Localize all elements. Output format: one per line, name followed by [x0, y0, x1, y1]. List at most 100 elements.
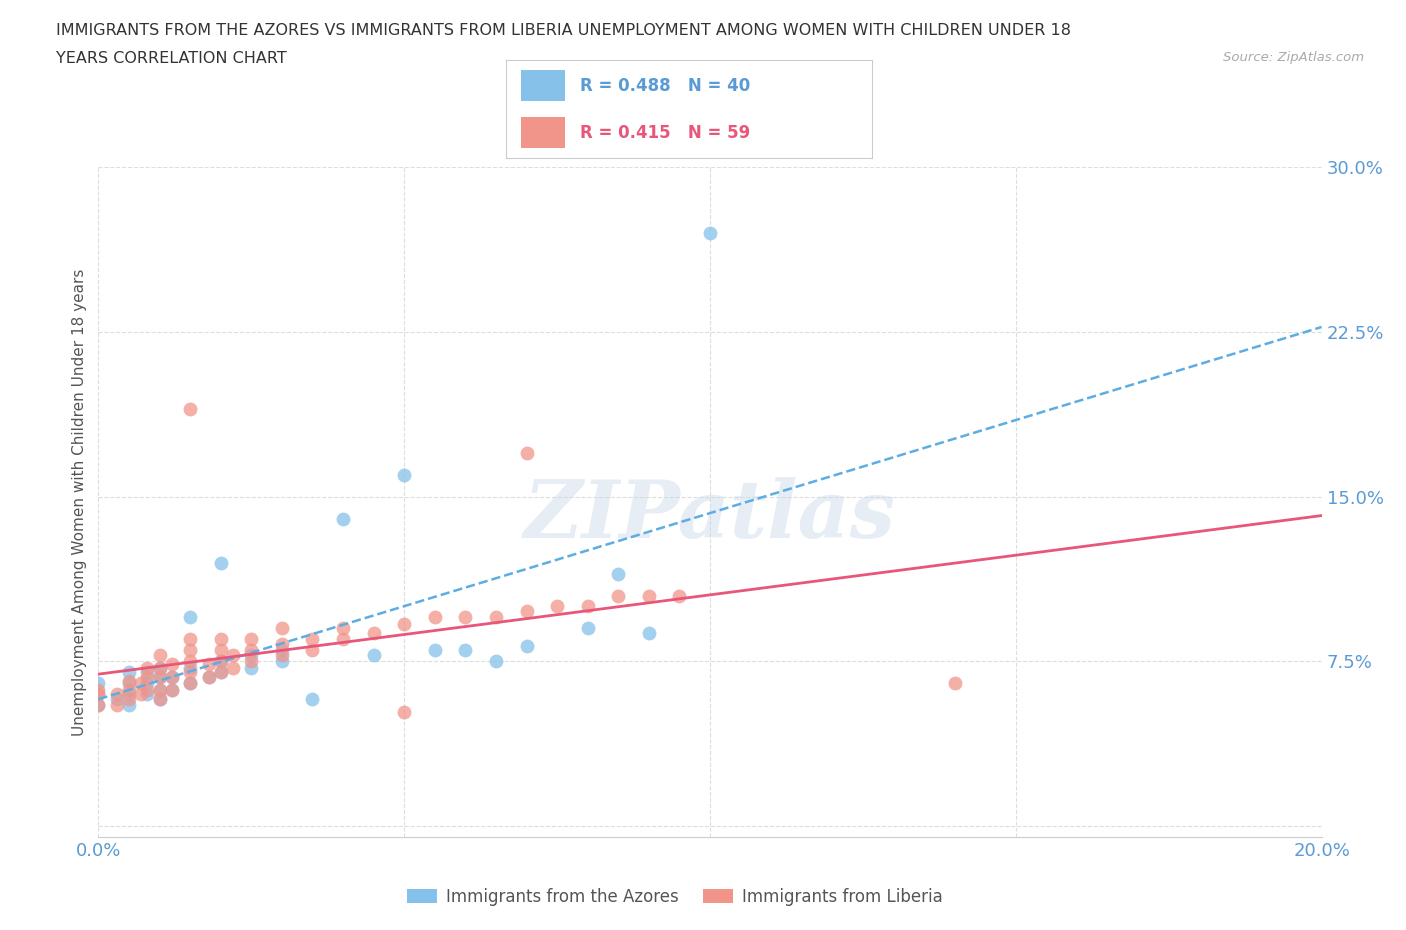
Point — [129, 687, 152, 702]
Point — [118, 676, 141, 691]
Bar — [520, 71, 565, 101]
Point — [136, 687, 159, 702]
Point — [87, 687, 110, 702]
Bar — [520, 117, 565, 149]
Point — [149, 670, 172, 684]
Text: R = 0.415   N = 59: R = 0.415 N = 59 — [579, 124, 749, 141]
Point — [136, 660, 159, 675]
Y-axis label: Unemployment Among Women with Children Under 18 years: Unemployment Among Women with Children U… — [72, 269, 87, 736]
Point — [179, 610, 201, 625]
Point — [118, 687, 141, 702]
Point — [270, 636, 292, 651]
Point — [222, 647, 245, 662]
Point — [179, 660, 201, 675]
Point — [179, 676, 201, 691]
Point — [179, 643, 201, 658]
Point — [516, 445, 538, 460]
Point — [87, 687, 110, 702]
Point — [197, 670, 219, 684]
Point — [270, 654, 292, 669]
Point — [87, 698, 110, 712]
Point — [699, 226, 721, 241]
Text: R = 0.488   N = 40: R = 0.488 N = 40 — [579, 77, 749, 95]
Point — [87, 698, 110, 712]
Point — [149, 660, 172, 675]
Point — [240, 654, 263, 669]
Point — [118, 665, 141, 680]
Point — [332, 621, 354, 636]
Point — [270, 647, 292, 662]
Point — [149, 647, 172, 662]
Point — [197, 670, 219, 684]
Point — [392, 704, 416, 719]
Point — [149, 691, 172, 706]
Point — [118, 683, 141, 698]
Point — [179, 632, 201, 647]
Point — [160, 670, 183, 684]
Text: IMMIGRANTS FROM THE AZORES VS IMMIGRANTS FROM LIBERIA UNEMPLOYMENT AMONG WOMEN W: IMMIGRANTS FROM THE AZORES VS IMMIGRANTS… — [56, 23, 1071, 38]
Point — [209, 643, 232, 658]
Point — [637, 588, 661, 603]
Legend: Immigrants from the Azores, Immigrants from Liberia: Immigrants from the Azores, Immigrants f… — [401, 881, 949, 912]
Point — [160, 670, 183, 684]
Point — [149, 691, 172, 706]
Point — [179, 402, 201, 417]
Point — [118, 691, 141, 706]
Point — [270, 643, 292, 658]
Point — [105, 698, 128, 712]
Point — [209, 555, 232, 570]
Point — [179, 676, 201, 691]
Point — [363, 647, 385, 662]
Point — [668, 588, 690, 603]
Point — [209, 632, 232, 647]
Point — [576, 599, 599, 614]
Point — [222, 660, 245, 675]
Point — [240, 660, 263, 675]
Point — [332, 512, 354, 526]
Point — [392, 617, 416, 631]
Point — [637, 625, 661, 640]
Point — [209, 654, 232, 669]
Point — [105, 691, 128, 706]
Point — [363, 625, 385, 640]
Point — [136, 683, 159, 698]
Point — [301, 691, 323, 706]
Point — [118, 673, 141, 688]
Point — [149, 660, 172, 675]
Point — [209, 665, 232, 680]
Point — [136, 665, 159, 680]
Point — [105, 687, 128, 702]
Point — [943, 676, 966, 691]
Point — [240, 647, 263, 662]
Point — [179, 665, 201, 680]
Point — [160, 683, 183, 698]
Point — [332, 632, 354, 647]
Point — [485, 654, 508, 669]
Point — [87, 683, 110, 698]
Point — [516, 604, 538, 618]
Point — [516, 639, 538, 654]
Point — [149, 670, 172, 684]
Text: YEARS CORRELATION CHART: YEARS CORRELATION CHART — [56, 51, 287, 66]
Point — [209, 654, 232, 669]
Point — [149, 683, 172, 698]
Point — [160, 657, 183, 671]
Point — [301, 632, 323, 647]
Point — [454, 643, 477, 658]
Point — [209, 665, 232, 680]
Point — [454, 610, 477, 625]
Point — [149, 683, 172, 698]
Point — [485, 610, 508, 625]
Point — [197, 657, 219, 671]
Point — [129, 676, 152, 691]
Point — [240, 643, 263, 658]
Point — [270, 621, 292, 636]
Point — [160, 683, 183, 698]
Point — [301, 643, 323, 658]
Point — [546, 599, 568, 614]
Text: ZIPatlas: ZIPatlas — [524, 477, 896, 554]
Point — [607, 566, 630, 581]
Point — [392, 467, 416, 482]
Text: Source: ZipAtlas.com: Source: ZipAtlas.com — [1223, 51, 1364, 64]
Point — [240, 632, 263, 647]
